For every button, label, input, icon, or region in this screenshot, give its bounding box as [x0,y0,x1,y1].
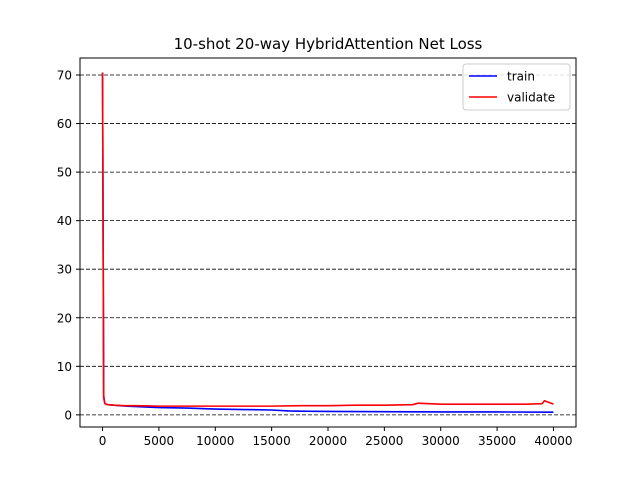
y-tick-label: 0 [64,408,72,422]
x-tick-label: 40000 [534,434,572,448]
x-tick-label: 35000 [478,434,516,448]
y-tick-label: 20 [57,311,72,325]
x-tick-label: 20000 [309,434,347,448]
y-tick-label: 40 [57,214,72,228]
legend: train validate [462,63,571,111]
y-tick-label: 10 [57,360,72,374]
series-layer [101,72,554,413]
x-tick-label: 10000 [196,434,234,448]
axis-layer: 0 10 20 30 40 50 60 70 0 5000 10000 15000 20000 25000… [57,68,573,448]
grid-layer [80,74,576,416]
chart-title: 10-shot 20-way HybridAttention Net Loss [174,35,483,53]
series-line-validate [101,72,554,407]
x-tick-label: 15000 [253,434,291,448]
y-tick-label: 30 [57,263,72,277]
legend-label-train: train [507,70,535,84]
x-tick-label: 0 [99,434,107,448]
x-tick-label: 5000 [144,434,175,448]
y-tick-label: 50 [57,166,72,180]
x-tick-label: 30000 [422,434,460,448]
x-tick-label: 25000 [365,434,403,448]
y-tick-label: 60 [57,117,72,131]
legend-label-validate: validate [507,91,555,105]
y-tick-label: 70 [57,68,72,82]
